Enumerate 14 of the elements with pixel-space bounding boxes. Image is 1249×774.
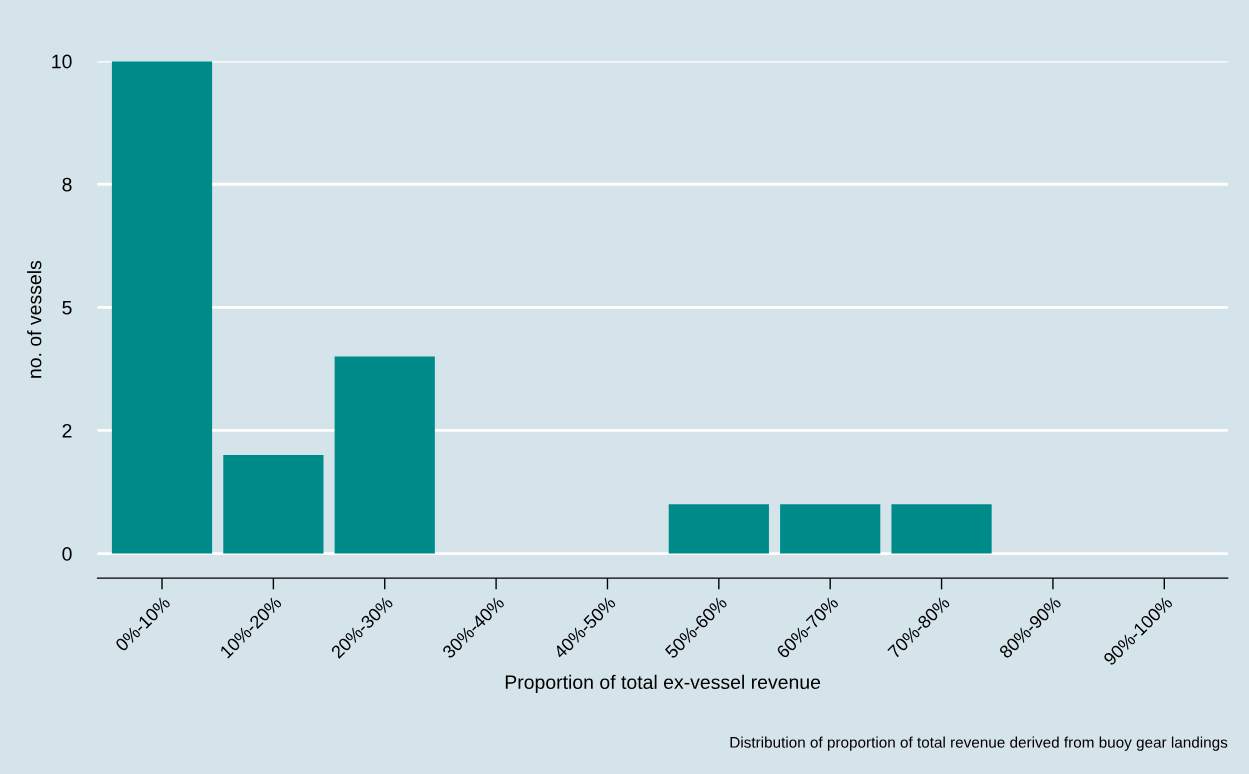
bar bbox=[891, 504, 992, 554]
bar bbox=[223, 455, 324, 554]
y-tick-label: 2 bbox=[62, 423, 72, 438]
y-tick-label: 5 bbox=[62, 301, 72, 315]
bar bbox=[780, 504, 881, 554]
text: Distribution of proportion of total revenue derived from buoy gear landings bbox=[730, 736, 1228, 751]
x-axis-title: Proportion of total ex-vessel revenue bbox=[505, 674, 821, 693]
y-tick-label: 10 bbox=[52, 54, 72, 69]
bar bbox=[334, 356, 435, 554]
y-tick-label: 0 bbox=[62, 547, 72, 561]
y-axis-title: no. of vessels bbox=[27, 260, 42, 378]
y-tick-label: 8 bbox=[62, 177, 72, 192]
bar bbox=[668, 504, 769, 554]
bar bbox=[111, 61, 213, 554]
